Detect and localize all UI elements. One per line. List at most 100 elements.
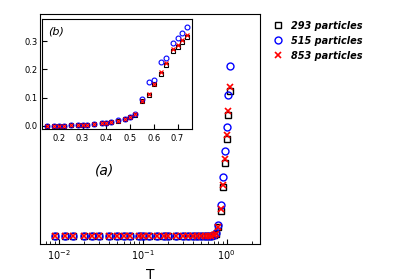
515 particles <box>115 234 120 237</box>
293 particles <box>90 234 94 237</box>
293 particles <box>228 89 232 92</box>
515 particles <box>71 234 76 237</box>
515 particles <box>216 224 221 227</box>
515 particles <box>82 234 86 237</box>
853 particles <box>216 225 221 228</box>
293 particles <box>174 234 178 237</box>
293 particles <box>127 234 132 237</box>
853 particles <box>127 234 132 237</box>
293 particles <box>222 161 227 165</box>
293 particles <box>96 234 101 237</box>
Line: 515 particles: 515 particles <box>51 63 234 239</box>
515 particles <box>180 234 185 237</box>
853 particles <box>147 234 152 237</box>
853 particles <box>195 234 200 237</box>
853 particles <box>155 234 160 237</box>
515 particles <box>220 176 225 179</box>
293 particles <box>122 234 126 237</box>
853 particles <box>180 234 185 237</box>
515 particles <box>208 234 213 237</box>
293 particles <box>162 234 166 237</box>
Line: 293 particles: 293 particles <box>52 88 233 238</box>
515 particles <box>63 234 68 237</box>
293 particles <box>202 234 207 237</box>
853 particles <box>122 234 126 237</box>
293 particles <box>211 234 216 237</box>
853 particles <box>174 234 178 237</box>
853 particles <box>191 234 196 237</box>
515 particles <box>140 234 145 237</box>
293 particles <box>82 234 86 237</box>
515 particles <box>122 234 126 237</box>
853 particles <box>136 234 141 237</box>
293 particles <box>52 234 57 237</box>
853 particles <box>96 234 101 237</box>
293 particles <box>199 234 204 237</box>
515 particles <box>211 233 216 236</box>
515 particles <box>191 234 196 237</box>
293 particles <box>206 234 210 237</box>
853 particles <box>222 157 227 161</box>
515 particles <box>199 234 204 237</box>
515 particles <box>214 231 218 234</box>
X-axis label: T: T <box>146 268 154 280</box>
515 particles <box>136 234 141 237</box>
293 particles <box>214 232 218 235</box>
293 particles <box>218 210 223 213</box>
853 particles <box>220 183 225 187</box>
515 particles <box>226 93 231 96</box>
293 particles <box>220 186 225 189</box>
515 particles <box>147 234 152 237</box>
853 particles <box>115 234 120 237</box>
853 particles <box>199 234 204 237</box>
Text: (a): (a) <box>95 164 114 178</box>
853 particles <box>202 234 207 237</box>
515 particles <box>186 234 191 237</box>
293 particles <box>147 234 152 237</box>
853 particles <box>224 133 229 137</box>
293 particles <box>216 226 221 229</box>
293 particles <box>208 234 213 237</box>
515 particles <box>228 65 232 68</box>
Line: 853 particles: 853 particles <box>52 84 233 238</box>
293 particles <box>191 234 196 237</box>
515 particles <box>224 125 229 129</box>
853 particles <box>71 234 76 237</box>
853 particles <box>186 234 191 237</box>
515 particles <box>195 234 200 237</box>
293 particles <box>140 234 145 237</box>
515 particles <box>202 234 207 237</box>
515 particles <box>166 234 170 237</box>
515 particles <box>206 234 210 237</box>
515 particles <box>218 204 223 207</box>
853 particles <box>226 109 231 112</box>
293 particles <box>71 234 76 237</box>
293 particles <box>136 234 141 237</box>
515 particles <box>96 234 101 237</box>
853 particles <box>82 234 86 237</box>
293 particles <box>186 234 191 237</box>
853 particles <box>162 234 166 237</box>
515 particles <box>222 149 227 153</box>
515 particles <box>162 234 166 237</box>
853 particles <box>211 234 216 237</box>
293 particles <box>107 234 112 237</box>
515 particles <box>107 234 112 237</box>
Legend: 293 particles, 515 particles, 853 particles: 293 particles, 515 particles, 853 partic… <box>269 19 364 62</box>
515 particles <box>52 234 57 237</box>
853 particles <box>228 85 232 88</box>
853 particles <box>214 232 218 235</box>
293 particles <box>115 234 120 237</box>
853 particles <box>90 234 94 237</box>
293 particles <box>226 113 231 116</box>
853 particles <box>208 234 213 237</box>
515 particles <box>174 234 178 237</box>
853 particles <box>107 234 112 237</box>
515 particles <box>127 234 132 237</box>
853 particles <box>166 234 170 237</box>
293 particles <box>155 234 160 237</box>
853 particles <box>140 234 145 237</box>
293 particles <box>63 234 68 237</box>
515 particles <box>90 234 94 237</box>
293 particles <box>195 234 200 237</box>
